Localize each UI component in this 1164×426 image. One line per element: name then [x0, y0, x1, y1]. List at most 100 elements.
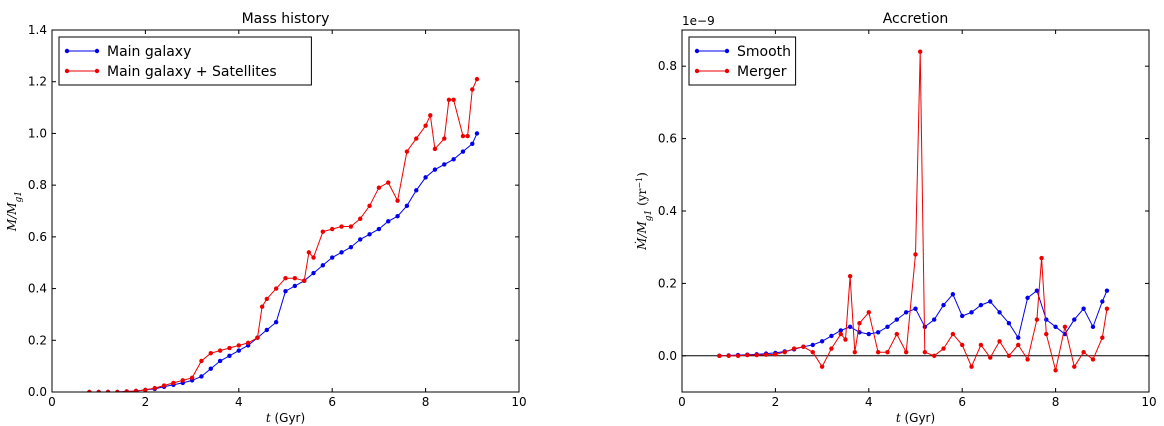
data-point: [819, 339, 825, 344]
legend-label: Merger: [737, 64, 787, 80]
data-point: [1053, 324, 1058, 330]
x-tick-label: 8: [422, 395, 430, 409]
plot-frame: [681, 29, 1150, 393]
data-point: [152, 385, 157, 391]
data-point: [997, 339, 1002, 344]
series-line: [719, 51, 1108, 371]
data-point: [997, 310, 1002, 315]
data-point: [1081, 349, 1086, 355]
data-point: [124, 389, 129, 392]
data-point: [423, 123, 428, 128]
y-tick-label: 0.2: [28, 333, 47, 347]
data-point: [917, 49, 923, 54]
data-point: [894, 331, 900, 337]
data-point: [735, 353, 741, 358]
data-point: [367, 232, 372, 237]
data-point: [161, 383, 167, 388]
data-point: [292, 276, 298, 281]
data-point: [474, 131, 480, 136]
legend-label: Smooth: [737, 44, 791, 60]
data-point: [395, 213, 400, 219]
data-point: [432, 146, 438, 152]
x-axis-label: t (Gyr): [896, 411, 935, 425]
data-point: [217, 348, 223, 353]
data-point: [446, 97, 452, 103]
data-point: [1090, 357, 1096, 362]
data-point: [1053, 368, 1058, 373]
data-point: [838, 328, 843, 333]
data-point: [330, 226, 335, 232]
data-point: [470, 87, 475, 92]
data-point: [339, 224, 344, 229]
data-point: [791, 346, 797, 351]
data-point: [829, 333, 834, 339]
data-point: [988, 299, 993, 304]
x-tick-label: 2: [142, 395, 150, 409]
data-point: [292, 283, 298, 289]
data-point: [988, 355, 993, 360]
data-point: [348, 245, 354, 250]
data-point: [273, 286, 279, 291]
data-point: [451, 157, 456, 162]
data-point: [227, 353, 232, 358]
data-point: [913, 252, 918, 257]
data-point: [931, 353, 937, 358]
data-point: [1006, 321, 1012, 326]
data-point: [852, 349, 857, 355]
data-point: [931, 317, 937, 322]
data-point: [376, 226, 382, 232]
data-point: [941, 346, 946, 351]
data-point: [143, 387, 148, 392]
y-tick-label: 1.4: [28, 23, 47, 37]
legend-marker: [94, 68, 100, 74]
y-tick-label: 1.0: [28, 126, 47, 140]
data-point: [969, 364, 974, 369]
y-tick-label: 0.8: [28, 178, 47, 192]
legend-label: Main galaxy + Satellites: [107, 64, 277, 80]
data-point: [404, 203, 410, 209]
data-point: [978, 342, 984, 348]
data-point: [339, 250, 344, 255]
data-point: [236, 343, 241, 348]
data-point: [754, 352, 759, 358]
data-point: [1034, 317, 1040, 322]
data-point: [1104, 288, 1110, 293]
data-point: [283, 276, 288, 281]
y-tick-label: 1.2: [28, 75, 47, 89]
data-point: [866, 310, 871, 315]
x-tick-label: 4: [235, 395, 243, 409]
y-tick-label: 0.2: [658, 276, 677, 290]
legend: Main galaxy Main galaxy + Satellites: [58, 36, 312, 86]
data-point: [171, 380, 176, 386]
y-tick-label: 0.4: [28, 282, 47, 296]
data-point: [913, 306, 918, 311]
legend-marker: [724, 68, 730, 74]
data-point: [1100, 299, 1105, 304]
data-point: [414, 136, 419, 141]
data-point: [875, 349, 881, 355]
data-point: [133, 388, 139, 392]
data-point: [105, 389, 111, 392]
series-line: [89, 133, 478, 392]
data-point: [404, 149, 410, 154]
data-point: [217, 358, 223, 364]
legend: Smooth Merger: [688, 36, 797, 86]
data-point: [311, 270, 316, 276]
data-point: [829, 346, 834, 351]
data-point: [745, 352, 750, 358]
data-point: [227, 345, 232, 351]
x-tick-label: 10: [511, 395, 526, 409]
data-point: [1081, 306, 1086, 311]
data-point: [717, 353, 722, 358]
y-tick-label: 0.8: [658, 59, 677, 73]
data-point: [208, 351, 213, 356]
data-point: [726, 353, 731, 358]
data-point: [470, 141, 475, 146]
x-tick-label: 0: [48, 395, 56, 409]
data-point: [432, 167, 438, 172]
data-point: [1039, 255, 1044, 261]
data-point: [1062, 324, 1068, 330]
data-point: [903, 349, 909, 355]
data-point: [969, 310, 974, 315]
